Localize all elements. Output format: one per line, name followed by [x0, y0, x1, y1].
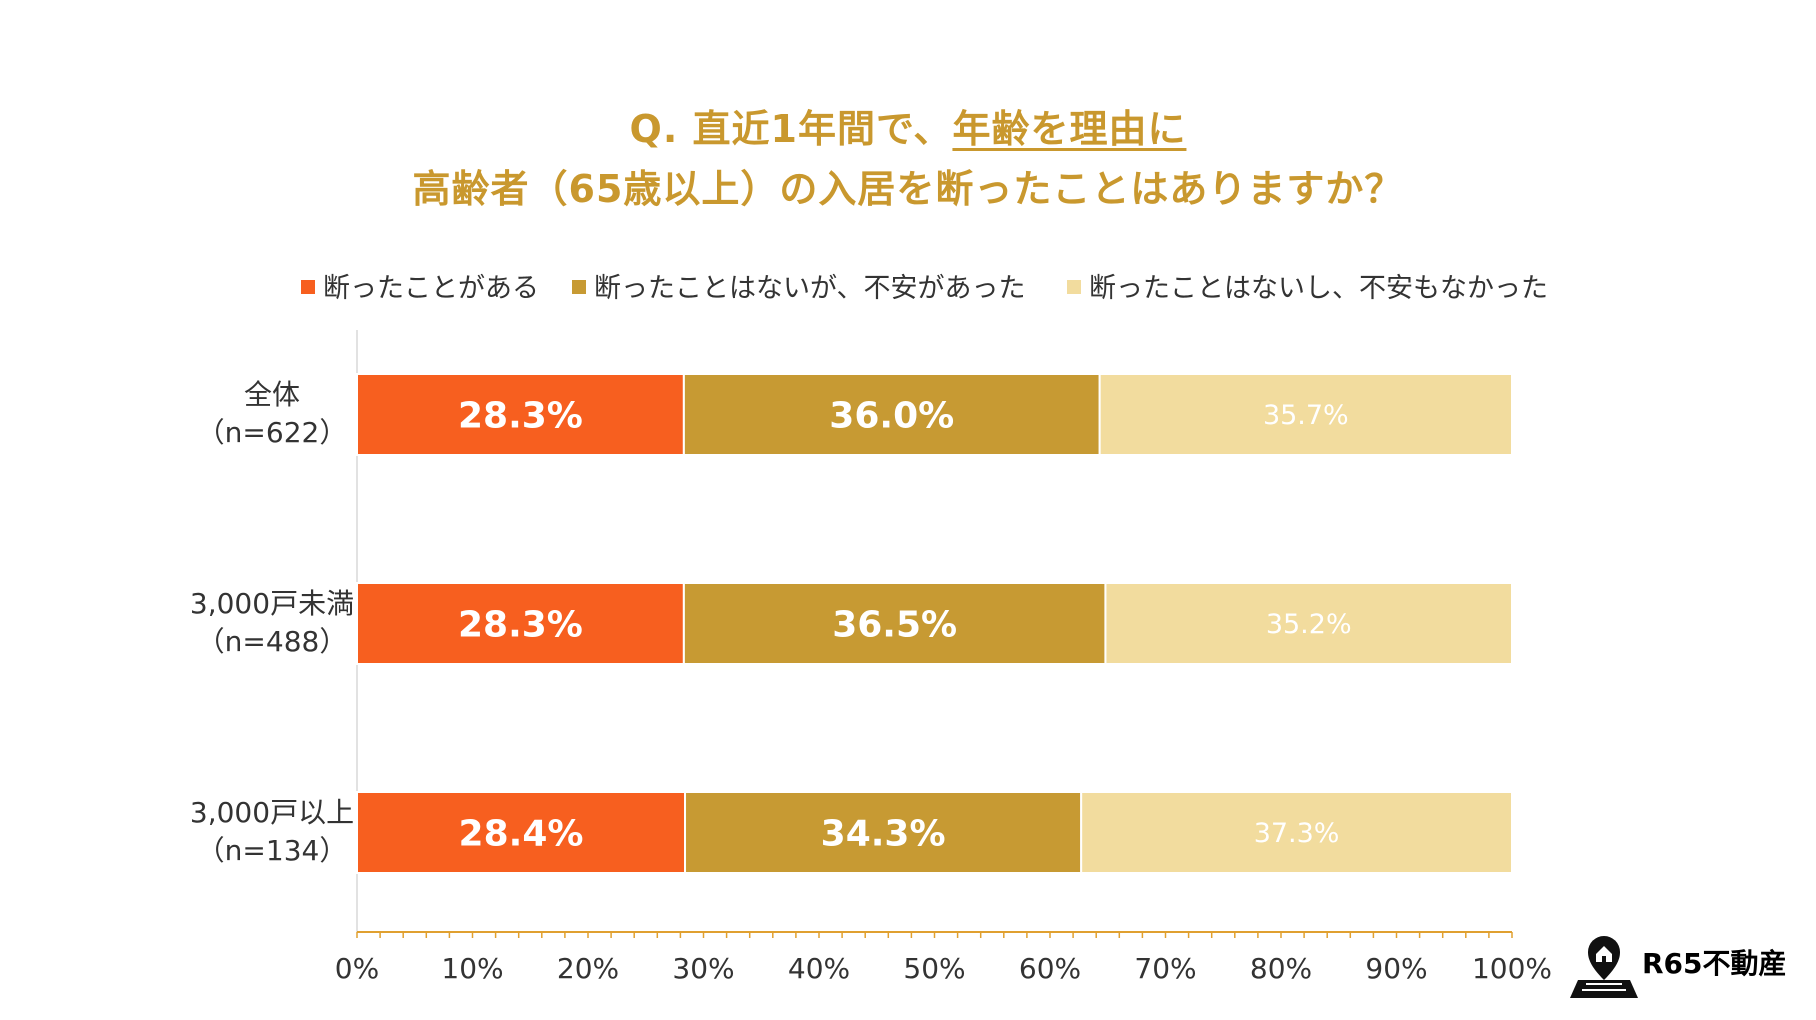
category-label: （n=488） — [197, 625, 348, 658]
bar-segment — [1098, 373, 1514, 456]
bar-segment — [356, 791, 687, 874]
legend-label: 断ったことがある — [323, 273, 539, 304]
category-label: 3,000戸以上 — [190, 796, 354, 829]
data-label: 28.3% — [458, 604, 583, 645]
data-label: 35.7% — [1263, 400, 1349, 431]
data-label: 36.5% — [832, 604, 957, 645]
map-pin-house-icon — [1570, 936, 1638, 998]
category-label: 全体 — [244, 378, 300, 411]
title-underlined: 年齢を理由に — [952, 107, 1187, 151]
x-tick-label: 40% — [788, 952, 850, 985]
x-tick-label: 20% — [557, 952, 619, 985]
chart-title-line-1: Q. 直近1年間で、年齢を理由に — [0, 98, 1816, 153]
data-label: 36.0% — [829, 395, 954, 436]
chart-title-line-2: 高齢者（65歳以上）の入居を断ったことはありますか？ — [412, 167, 1404, 211]
data-label: 37.3% — [1254, 818, 1340, 849]
data-label: 34.3% — [821, 813, 946, 854]
legend-label: 断ったことはないし、不安もなかった — [1089, 273, 1548, 304]
x-tick-label: 50% — [903, 952, 965, 985]
title-prefix: Q. 直近1年間で、 — [629, 107, 953, 151]
bar-segment — [684, 791, 1083, 874]
x-tick-label: 80% — [1250, 952, 1312, 985]
brand-logo: R65不動産 — [1568, 932, 1798, 1002]
data-label: 35.2% — [1266, 609, 1352, 640]
brand-name: R65不動産 — [1642, 947, 1787, 980]
legend-swatch — [301, 280, 315, 294]
legend-label: 断ったことはないが、不安があった — [594, 273, 1025, 304]
bar-segment — [1104, 582, 1513, 665]
x-tick-label: 70% — [1134, 952, 1196, 985]
x-tick-label: 60% — [1019, 952, 1081, 985]
legend-swatch — [572, 280, 586, 294]
data-label: 28.4% — [459, 813, 584, 854]
category-label: （n=134） — [197, 834, 348, 867]
bar-segment — [682, 582, 1107, 665]
bar-segment — [682, 373, 1101, 456]
category-label: （n=622） — [197, 416, 348, 449]
x-tick-label: 10% — [441, 952, 503, 985]
x-tick-label: 0% — [335, 952, 379, 985]
legend-swatch — [1067, 280, 1081, 294]
bar-segment — [356, 582, 685, 665]
category-label: 3,000戸未満 — [190, 587, 354, 620]
x-tick-label: 90% — [1365, 952, 1427, 985]
x-tick-label: 100% — [1472, 952, 1552, 985]
data-label: 28.3% — [458, 395, 583, 436]
x-tick-label: 30% — [672, 952, 734, 985]
bar-segment — [1080, 791, 1514, 874]
